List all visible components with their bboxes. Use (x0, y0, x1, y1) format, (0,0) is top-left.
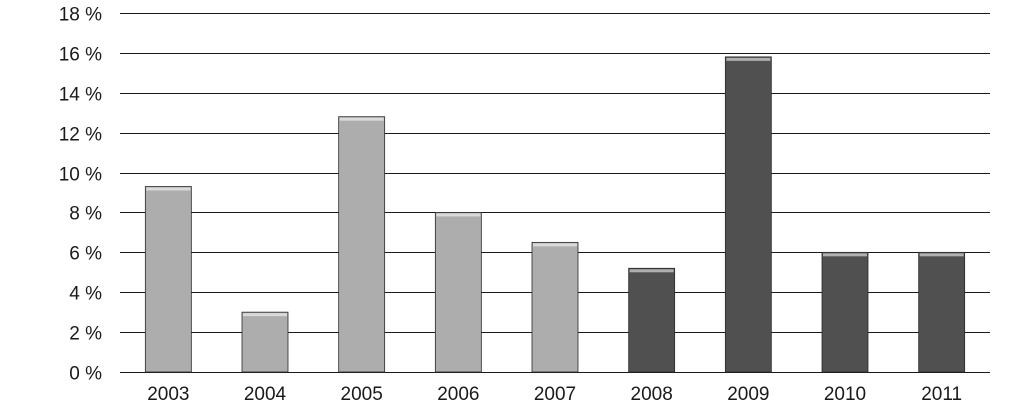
bar-rect (628, 267, 676, 373)
y-tick-label: 12 % (59, 125, 102, 146)
bar-2007 (531, 241, 579, 373)
y-tick-label: 14 % (59, 85, 102, 106)
y-tick-label: 10 % (59, 165, 102, 186)
bar-2010 (821, 251, 869, 373)
bar-highlight (243, 313, 287, 317)
bar-2009 (724, 56, 772, 373)
x-tick-label: 2010 (824, 384, 866, 405)
bar-2006 (434, 212, 482, 373)
bar-rect (338, 116, 386, 373)
bar-rect (918, 251, 966, 373)
x-tick-label: 2006 (437, 384, 479, 405)
x-tick-label: 2009 (727, 384, 769, 405)
y-tick-label: 16 % (59, 45, 102, 66)
x-tick-label: 2003 (147, 384, 189, 405)
bar-highlight (823, 253, 867, 257)
bar-highlight (533, 243, 577, 247)
bar-rect (144, 186, 192, 373)
y-tick-label: 8 % (69, 204, 102, 225)
y-tick-label: 4 % (69, 284, 102, 305)
y-tick-label: 18 % (59, 5, 102, 26)
bar-highlight (919, 253, 964, 257)
x-tick-label: 2011 (921, 384, 962, 405)
bars (144, 56, 966, 373)
x-axis-tick-labels: 2003 2004 2005 2006 2007 2008 2009 2010 2011 (147, 384, 962, 405)
bar-rect (724, 56, 772, 373)
bar-highlight (436, 213, 481, 217)
x-tick-label: 2007 (534, 384, 576, 405)
x-tick-label: 2005 (341, 384, 383, 405)
bar-rect (531, 241, 579, 373)
bar-highlight (339, 117, 384, 121)
bar-2011 (918, 251, 966, 373)
y-tick-label: 2 % (69, 324, 102, 345)
y-tick-label: 6 % (69, 244, 102, 265)
x-tick-label: 2008 (631, 384, 673, 405)
bar-2008 (628, 267, 676, 373)
bar-highlight (726, 57, 771, 61)
y-axis-tick-labels: 0 % 2 % 4 % 6 % 8 % 10 % 12 % 14 % 16 % 18 % (59, 5, 102, 385)
bar-2004 (241, 311, 289, 373)
x-tick-label: 2004 (244, 384, 287, 405)
bar-rect (434, 212, 482, 373)
bar-rect (241, 311, 289, 373)
y-tick-label: 0 % (69, 364, 102, 385)
bar-2003 (144, 186, 192, 373)
bar-highlight (146, 187, 191, 191)
bar-highlight (629, 269, 674, 273)
bar-2005 (338, 116, 386, 373)
bar-rect (821, 251, 869, 373)
